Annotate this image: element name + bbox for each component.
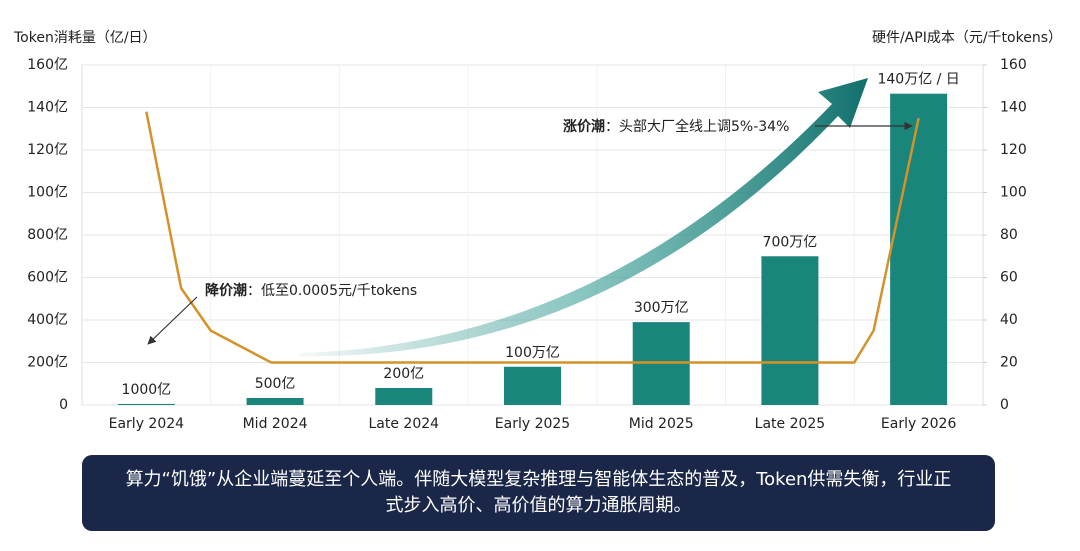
x-tick-label: Early 2025 <box>495 416 570 432</box>
bar <box>890 93 948 405</box>
bar <box>375 388 433 405</box>
y2-tick-label: 20 <box>1000 355 1018 371</box>
y2-tick-label: 120 <box>1000 142 1027 158</box>
x-tick-label: Late 2025 <box>755 416 826 432</box>
y-axis-title: Token消耗量（亿/日） <box>13 30 157 46</box>
x-tick-label: Mid 2025 <box>629 416 694 432</box>
y-tick-label: 140亿 <box>27 100 68 116</box>
annotation-bold: 涨价潮 <box>563 118 605 135</box>
bar-annotation: 1000亿 <box>122 382 172 398</box>
x-tick-label: Early 2024 <box>109 416 185 432</box>
x-tick-label: Mid 2024 <box>243 416 308 432</box>
y2-tick-label: 60 <box>1000 270 1018 286</box>
bar-annotation: 300万亿 <box>634 300 689 316</box>
bar-annotation: 200亿 <box>383 366 424 382</box>
y2-tick-label: 40 <box>1000 312 1018 328</box>
y-tick-label: 400亿 <box>27 312 68 328</box>
bar <box>504 366 561 405</box>
y2-tick-label: 0 <box>1000 397 1009 413</box>
annotation-arrow <box>147 296 198 345</box>
x-tick-label: Late 2024 <box>369 416 440 432</box>
footer-text: 算力“饥饿”从企业端蔓延至个人端。伴随大模型复杂推理与智能体生态的普及，Toke… <box>125 469 952 516</box>
bar-annotation: 140万亿 / 日 <box>877 72 959 88</box>
y-tick-label: 0 <box>59 397 68 413</box>
annotation-text: ：头部大厂全线上调5%-34% <box>605 118 789 135</box>
bar-annotation: 100万亿 <box>505 345 560 361</box>
bar <box>117 403 175 405</box>
y2-tick-label: 160 <box>1000 57 1027 73</box>
bar <box>761 256 819 405</box>
annotation-bold: 降价潮 <box>205 282 247 299</box>
bar-annotation: 700万亿 <box>763 234 818 250</box>
y-tick-label: 600亿 <box>27 270 68 286</box>
bar <box>246 397 304 405</box>
y2-axis-title: 硬件/API成本（元/千tokens） <box>872 30 1062 46</box>
bar-annotation: 500亿 <box>255 376 296 392</box>
y-tick-label: 200亿 <box>27 355 68 371</box>
y-tick-label: 800亿 <box>27 227 68 243</box>
annotation-text: ：低至0.0005元/千tokens <box>247 283 417 299</box>
y-tick-label: 120亿 <box>27 142 68 158</box>
y2-tick-label: 100 <box>1000 185 1027 201</box>
annotation: 降价潮：低至0.0005元/千tokens <box>205 282 417 299</box>
y-tick-label: 100亿 <box>27 185 68 201</box>
y2-tick-label: 80 <box>1000 227 1018 243</box>
annotation: 涨价潮：头部大厂全线上调5%-34% <box>563 118 789 135</box>
cost-line <box>145 111 920 364</box>
x-tick-label: Early 2026 <box>881 416 957 432</box>
footer-box: 算力“饥饿”从企业端蔓延至个人端。伴随大模型复杂推理与智能体生态的普及，Toke… <box>82 455 995 531</box>
y2-tick-label: 140 <box>1000 100 1027 116</box>
y-tick-label: 160亿 <box>27 57 68 73</box>
